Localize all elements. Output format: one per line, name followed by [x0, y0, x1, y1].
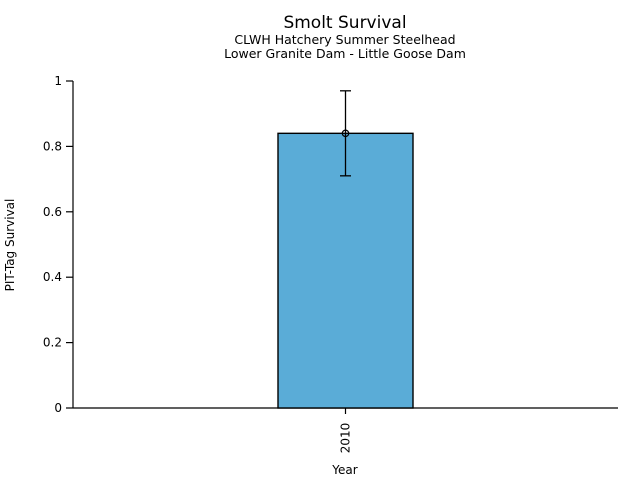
y-axis-ticks: 0 0.2 0.4 0.6 0.8 1 — [43, 74, 73, 415]
chart-subtitle-line1: CLWH Hatchery Summer Steelhead — [234, 32, 455, 47]
survival-bar — [277, 132, 414, 409]
y-tick-label: 0.4 — [43, 270, 62, 284]
error-bars — [340, 90, 351, 177]
chart-title: Smolt Survival — [283, 13, 406, 33]
bar-series — [277, 132, 414, 409]
y-tick-label: 0 — [54, 401, 62, 415]
y-axis-label: PIT-Tag Survival — [3, 199, 17, 292]
y-tick-label: 0.2 — [43, 336, 62, 350]
chart-subtitle-line2: Lower Granite Dam - Little Goose Dam — [224, 46, 466, 61]
x-axis-label: Year — [331, 463, 357, 477]
x-axis-ticks: 2010 — [339, 408, 353, 453]
y-tick-label: 0.6 — [43, 205, 62, 219]
x-tick-label: 2010 — [339, 423, 353, 454]
y-tick-label: 1 — [54, 74, 62, 88]
y-tick-label: 0.8 — [43, 139, 62, 153]
point-estimate-marker — [341, 129, 350, 138]
